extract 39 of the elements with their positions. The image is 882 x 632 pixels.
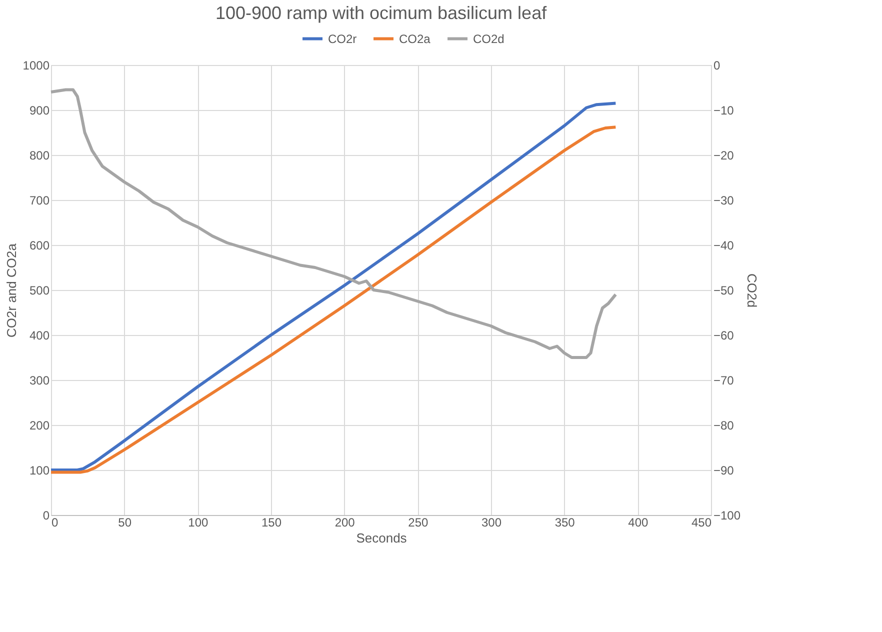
y2-tick-label: −30	[714, 194, 734, 208]
y2-tick-label: 0	[714, 58, 720, 72]
y-tick-label: 200	[29, 418, 50, 432]
y-tick-label: 700	[29, 194, 50, 208]
x-tick-label: 350	[554, 516, 576, 530]
x-tick-label: 250	[408, 516, 428, 530]
x-tick-label: 300	[481, 516, 502, 530]
y2-axis-title: CO2d	[744, 274, 760, 308]
x-tick-label: 400	[628, 516, 648, 530]
y-tick-label: 600	[29, 238, 50, 252]
x-tick-label: 200	[334, 516, 356, 530]
x-axis-title: Seconds	[356, 530, 408, 546]
y-tick-label: 100	[29, 464, 50, 478]
x-tick-label: 100	[188, 516, 208, 530]
y-tick-label: 400	[29, 328, 50, 342]
legend-label: CO2d	[473, 32, 504, 46]
y-tick-label: 300	[29, 374, 50, 388]
y2-tick-label: −60	[714, 328, 734, 342]
y-tick-label: 900	[29, 104, 50, 118]
y2-tick-label: −70	[714, 374, 734, 388]
y-tick-label: 800	[29, 148, 50, 162]
y-tick-label: 500	[29, 284, 50, 298]
y-tick-label: 1000	[22, 58, 50, 72]
y2-tick-label: −40	[714, 238, 734, 252]
y2-tick-label: −100	[714, 508, 741, 522]
y-axis-title: CO2r and CO2a	[4, 242, 19, 338]
y2-tick-label: −80	[714, 418, 734, 432]
legend-label: CO2r	[328, 32, 357, 46]
y2-tick-label: −50	[714, 284, 734, 298]
y2-tick-label: −10	[714, 104, 734, 118]
x-tick-label: 150	[261, 516, 282, 530]
line-series	[50, 88, 618, 359]
x-tick-label: 0	[52, 516, 58, 530]
legend-label: CO2a	[399, 32, 431, 46]
x-tick-label: 450	[691, 516, 712, 530]
y2-tick-label: −90	[714, 464, 734, 478]
y2-tick-label: −20	[714, 148, 734, 162]
x-tick-label: 50	[118, 516, 132, 530]
chart-title: 100-900 ramp with ocimum basilicum leaf	[215, 3, 548, 23]
